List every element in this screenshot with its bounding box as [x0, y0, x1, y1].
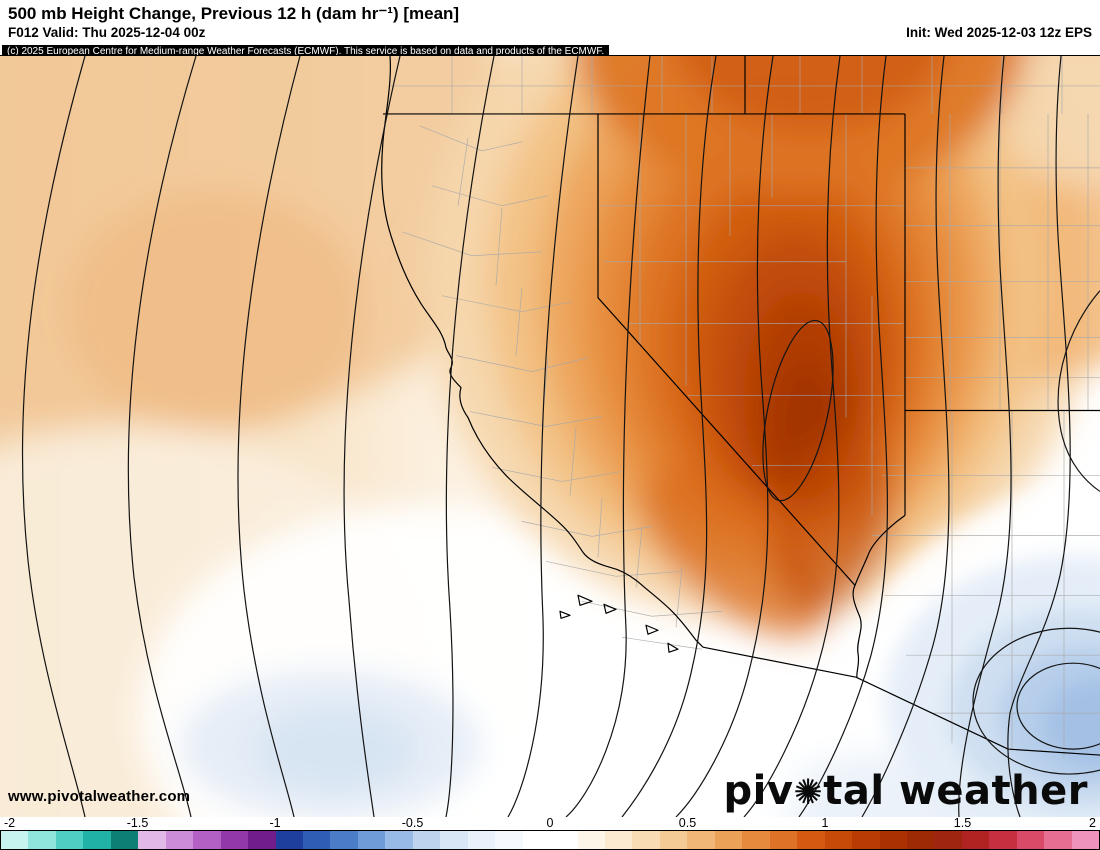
ecmwf-copyright: (c) 2025 European Centre for Medium-rang… — [2, 45, 610, 58]
colorbar-cell — [357, 831, 386, 849]
colorbar-tick-label: 2 — [1089, 816, 1096, 830]
colorbar-cell — [879, 831, 907, 849]
colorbar-cell — [961, 831, 990, 849]
colorbar-cell — [467, 831, 496, 849]
colorbar-tick-label: -1.5 — [126, 816, 149, 830]
colorbar-cell — [193, 831, 221, 849]
colorbar-cell — [824, 831, 853, 849]
colorbar-cell — [165, 831, 194, 849]
colorbar-cell — [412, 831, 441, 849]
colorbar-cell — [385, 831, 413, 849]
colorbar-cell — [110, 831, 139, 849]
copyright-row: (c) 2025 European Centre for Medium-rang… — [0, 41, 1100, 58]
colorbar-tick-label: 0 — [546, 816, 554, 830]
colorbar-cell — [906, 831, 935, 849]
colorbar-tick-label: -0.5 — [401, 816, 424, 830]
state-borders — [381, 56, 1100, 756]
colorbar-tick-label: -1 — [269, 816, 281, 830]
valid-time-label: F012 Valid: Thu 2025-12-04 00z — [8, 25, 206, 40]
colorbar-cell — [769, 831, 798, 849]
sun-icon: ✺ — [793, 773, 824, 813]
colorbar-cell — [577, 831, 605, 849]
colorbar-cell — [604, 831, 633, 849]
map-header: 500 mb Height Change, Previous 12 h (dam… — [0, 0, 1100, 41]
watermark-url: www.pivotalweather.com — [8, 788, 191, 805]
pivotal-weather-logo: piv✺tal weather — [723, 771, 1088, 811]
california-counties — [401, 125, 723, 650]
california-coastline — [381, 56, 704, 648]
init-time-label: Init: Wed 2025-12-03 12z EPS — [906, 25, 1092, 40]
california-nevada-border — [597, 113, 856, 586]
colorbar-cell — [934, 831, 962, 849]
colorbar-cell — [550, 831, 578, 849]
colorbar-cell — [797, 831, 825, 849]
colorbar-ticks: -2 -1.5 -1 -0.5 0 0.5 1 1.5 2 — [0, 817, 1100, 830]
arizona-counties — [872, 410, 1100, 758]
product-title: 500 mb Height Change, Previous 12 h (dam… — [8, 4, 460, 23]
colorbar-cell — [522, 831, 551, 849]
colorbar — [0, 830, 1100, 850]
logo-text-pre: piv — [723, 768, 794, 814]
colorbar-cell — [83, 831, 111, 849]
colorbar-cell — [495, 831, 523, 849]
colorbar-cell — [714, 831, 743, 849]
colorbar-cell — [1071, 831, 1100, 849]
colorbar-cell — [248, 831, 276, 849]
colorbar-cell — [1, 831, 29, 849]
colorbar-tick-label: -2 — [4, 816, 16, 830]
colorbar-cell — [852, 831, 880, 849]
colorbar-cell — [275, 831, 303, 849]
colorbar-cell — [659, 831, 688, 849]
colorbar-cell — [220, 831, 249, 849]
colorbar-tick-label: 0.5 — [678, 816, 697, 830]
colorbar-cell — [687, 831, 715, 849]
map-canvas — [0, 56, 1100, 817]
colorbar-cell — [632, 831, 660, 849]
colorbar-cell — [1016, 831, 1045, 849]
channel-islands — [559, 594, 679, 653]
colorbar-cell — [330, 831, 358, 849]
colorado-river-border — [852, 514, 906, 678]
colorbar-cell — [302, 831, 331, 849]
colorbar-cell — [989, 831, 1017, 849]
colorbar-cell — [440, 831, 468, 849]
height-change-contours — [21, 56, 1100, 817]
colorbar-tick-label: 1 — [821, 816, 829, 830]
colorbar-tick-label: 1.5 — [953, 816, 972, 830]
colorbar-cell — [55, 831, 84, 849]
colorbar-cell — [138, 831, 166, 849]
nevada-counties — [600, 113, 903, 516]
colorbar-cell — [1044, 831, 1072, 849]
colorbar-cell — [28, 831, 56, 849]
forecast-map: www.pivotalweather.com piv✺tal weather — [0, 55, 1100, 817]
colorbar-cell — [742, 831, 770, 849]
logo-text-post: tal weather — [823, 768, 1088, 814]
